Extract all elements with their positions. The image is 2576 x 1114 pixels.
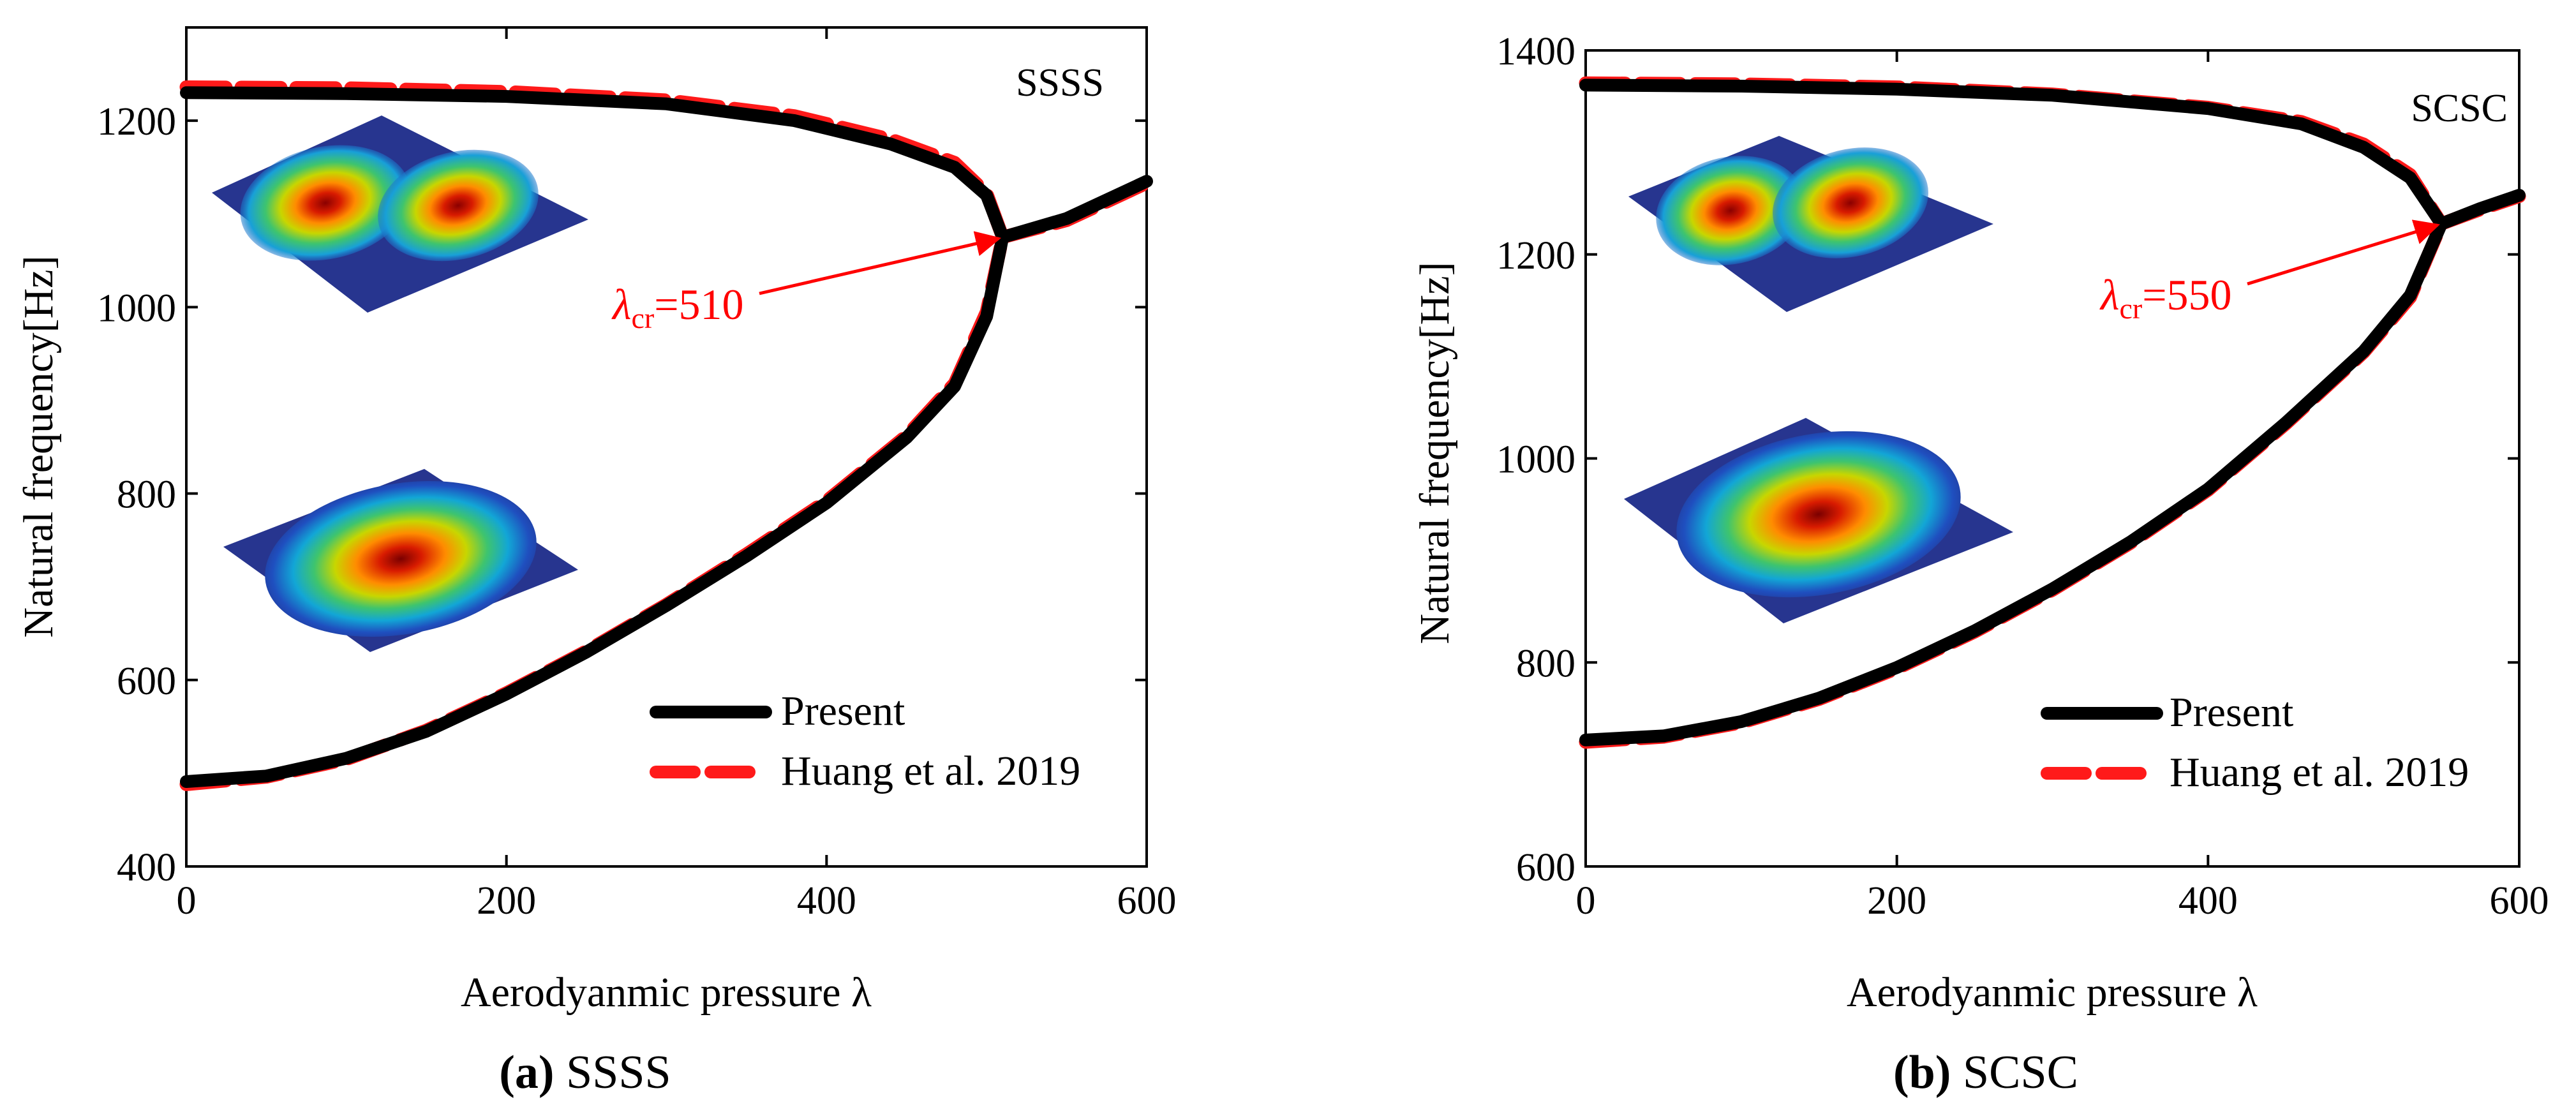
legend: Present Huang et al. 2019 <box>650 688 1080 794</box>
mode-shape-single-lobe-inset <box>1624 418 2013 623</box>
annotation-lambda: λ <box>611 280 631 329</box>
y-tick-label: 400 <box>117 846 176 889</box>
y-axis-label: Natural frequency[Hz] <box>1411 262 1458 644</box>
svg-text:λcr=510: λcr=510 <box>611 280 744 334</box>
y-tick-label: 1200 <box>97 100 176 144</box>
axis-ticks <box>1584 49 2520 868</box>
x-axis-label: Aerodyanmic pressure λ <box>461 969 872 1016</box>
x-tick-label: 600 <box>2490 879 2549 923</box>
mode-shape-two-lobe-inset <box>212 115 588 313</box>
annotation-subscript: cr <box>2119 292 2142 325</box>
panel-caption: (b) SCSC <box>1893 1046 2078 1099</box>
annotation-subscript: cr <box>631 302 654 334</box>
annotation-value: =510 <box>654 280 743 329</box>
x-tick-label: 200 <box>477 879 536 923</box>
series-present <box>1579 78 2526 746</box>
x-tick-label: 0 <box>177 879 197 923</box>
caption-letter: (a) <box>499 1046 554 1099</box>
x-axis-label: Aerodyanmic pressure λ <box>1847 969 2258 1016</box>
caption-title: SCSC <box>1951 1046 2078 1099</box>
legend-present-label: Present <box>2170 689 2293 736</box>
series-lower-branch <box>180 230 1009 788</box>
y-tick-label: 1200 <box>1496 234 1575 278</box>
y-tick-label: 600 <box>1516 846 1575 889</box>
axis-ticks <box>185 27 1148 868</box>
y-tick-label: 800 <box>1516 642 1575 685</box>
legend-present-label: Present <box>781 688 905 734</box>
caption-letter: (b) <box>1893 1046 1951 1099</box>
mode-shape-single-lobe-inset <box>223 469 578 652</box>
y-tick-label: 600 <box>117 660 176 703</box>
y-tick-label: 1400 <box>1496 30 1575 73</box>
critical-pressure-annotation: λcr=510 <box>611 231 1002 334</box>
series-upper-branch <box>180 86 1009 244</box>
legend-huang-label: Huang et al. 2019 <box>781 748 1080 794</box>
tick-labels: 0 200 400 600 400 600 800 1000 1200 <box>97 100 1177 923</box>
x-tick-label: 0 <box>1576 879 1596 923</box>
critical-pressure-annotation: λcr=550 <box>2099 219 2440 325</box>
series-merged-branch <box>2435 189 2526 230</box>
plot-frame <box>185 26 1148 868</box>
x-tick-label: 600 <box>1117 879 1177 923</box>
x-tick-label: 400 <box>2178 879 2238 923</box>
annotation-lambda: λ <box>2099 271 2119 319</box>
series-merged-branch <box>996 175 1153 244</box>
tick-labels: 0 200 400 600 600 800 1000 1200 1400 <box>1496 30 2549 923</box>
y-axis-label: Natural frequency[Hz] <box>15 255 62 637</box>
boundary-tag: SSSS <box>1016 61 1104 105</box>
mode-shape-two-lobe-inset <box>1628 136 1993 312</box>
x-tick-label: 200 <box>1867 879 1926 923</box>
y-tick-label: 1000 <box>1496 438 1575 482</box>
y-tick-label: 800 <box>117 473 176 517</box>
legend-huang-label: Huang et al. 2019 <box>2170 749 2469 796</box>
series-present <box>180 86 1153 788</box>
panel-ssss: 0 200 400 600 400 600 800 1000 1200 SSSS λcr=510… <box>15 26 1177 1099</box>
caption-title: SSSS <box>555 1046 671 1099</box>
panel-scsc: 0 200 400 600 600 800 1000 1200 1400 SCSC λcr=55… <box>1411 30 2549 1099</box>
series-upper-branch <box>1579 78 2448 230</box>
x-tick-label: 400 <box>797 879 856 923</box>
annotation-value: =550 <box>2142 271 2231 319</box>
y-tick-label: 1000 <box>97 286 176 330</box>
panel-caption: (a) SSSS <box>499 1046 671 1099</box>
series-lower-branch <box>1579 217 2448 746</box>
boundary-tag: SCSC <box>2411 87 2508 130</box>
legend: Present Huang et al. 2019 <box>2041 689 2469 796</box>
svg-text:λcr=550: λcr=550 <box>2099 271 2232 325</box>
